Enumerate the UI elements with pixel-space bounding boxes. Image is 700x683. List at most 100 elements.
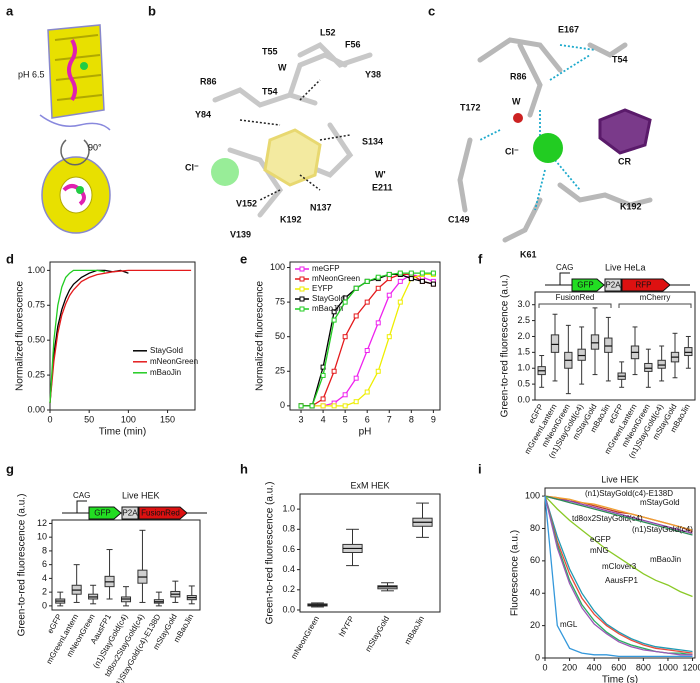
- legend-label: StayGold: [312, 294, 345, 303]
- marker: [331, 317, 337, 323]
- condition-label: Live HeLa: [605, 262, 646, 272]
- y-tick-label: 0: [280, 400, 285, 410]
- y-tick-label: 0.8: [282, 524, 295, 534]
- rotate-arrow: [60, 139, 90, 166]
- y-tick-label: 1.0: [517, 363, 530, 373]
- marker: [331, 368, 337, 374]
- y-tick-label: 3.0: [517, 299, 530, 309]
- promoter-label: CAG: [556, 263, 573, 272]
- series-label: td8ox2StayGold(c4): [572, 514, 643, 523]
- series-line: [49, 269, 106, 404]
- x-axis-label: pH: [359, 427, 372, 438]
- marker: [331, 403, 337, 409]
- series-label: mClover3: [602, 562, 637, 571]
- residue-label: V152: [236, 198, 257, 208]
- marker: [430, 281, 436, 287]
- x-tick-label: 5: [343, 414, 348, 424]
- construct-part: [88, 506, 122, 520]
- helix: [67, 38, 77, 102]
- y-axis-label: Green-to-red fluorescence (a.u.): [500, 275, 511, 418]
- marker: [353, 399, 359, 405]
- box: [644, 362, 653, 372]
- residue-label: T55: [262, 46, 278, 56]
- marker: [375, 320, 381, 326]
- residue-label: E167: [558, 24, 579, 34]
- y-tick-label: 0.50: [27, 335, 45, 345]
- x-tick-label: 50: [84, 414, 94, 424]
- residue-label: K192: [620, 201, 642, 211]
- marker: [309, 403, 315, 409]
- h-bonds: [479, 44, 596, 211]
- h-bonds: [239, 79, 351, 201]
- panel-2: f 0.0 0.5 1.0 1.5 2.0 2.5 3.0 Green-to-red fluor…: [478, 251, 696, 460]
- x-tick-label: 100: [121, 414, 136, 424]
- marker: [364, 348, 370, 354]
- y-tick-label: 0.2: [282, 584, 295, 594]
- residue-label: R86: [200, 76, 217, 86]
- y-axis-label: Green-to-red fluorescence (a.u.): [17, 494, 28, 637]
- y-tick-label: 0.25: [27, 369, 45, 379]
- series-line: [544, 495, 693, 536]
- marker: [298, 403, 304, 409]
- residue-label: W: [278, 62, 287, 72]
- group-bracket: [538, 303, 612, 308]
- series-label: (n1)StayGold(c4): [632, 525, 693, 534]
- y-tick-label: 2.5: [517, 315, 530, 325]
- series-label: mGL: [560, 620, 578, 629]
- marker: [397, 278, 403, 284]
- marker: [353, 285, 359, 291]
- panel-letter: g: [6, 461, 14, 476]
- y-tick-label: 8: [42, 545, 47, 555]
- panel-b: b: [148, 3, 373, 218]
- series-label: AausFP1: [605, 576, 638, 585]
- x-tick-label: 800: [636, 662, 651, 672]
- marker: [408, 270, 414, 276]
- y-tick-label: 0.5: [517, 378, 530, 388]
- x-tick-label: mBaoJin: [403, 615, 426, 646]
- y-tick-label: 75: [275, 296, 285, 306]
- residue-label: Y38: [365, 69, 381, 79]
- residue-label: C149: [448, 214, 470, 224]
- construct-part-label: GFP: [94, 509, 110, 518]
- marker: [386, 334, 392, 340]
- y-tick-label: 10: [37, 532, 47, 542]
- plot-frame: [289, 261, 441, 411]
- y-tick-label: 100: [525, 490, 540, 500]
- series-label: mNG: [590, 546, 609, 555]
- residue-label: K61: [520, 249, 537, 259]
- y-axis-label: Normalized fluorescence: [255, 281, 266, 391]
- series-line: [544, 495, 693, 656]
- group-label: mCherry: [640, 293, 671, 302]
- box: [550, 334, 560, 353]
- x-tick-label: 7: [387, 414, 392, 424]
- legend-marker: [299, 306, 305, 312]
- y-tick-label: 6: [42, 559, 47, 569]
- series-line: [544, 495, 693, 598]
- legend-marker: [299, 276, 305, 282]
- marker: [364, 278, 370, 284]
- strands: [54, 34, 103, 101]
- legend-label: mBaoJin: [312, 304, 343, 313]
- panel-1: e 0 25 50 75 100 Normalized fluorescence 3 4 5 6 7 8…: [240, 251, 441, 438]
- y-tick-label: 12: [37, 518, 47, 528]
- series-label: (n1)StayGold(c4)-E138D: [585, 489, 673, 498]
- residue-label: K192: [280, 214, 302, 224]
- marker: [430, 270, 436, 276]
- series-label: eGFP: [590, 535, 611, 544]
- chart-title: Live HEK: [601, 474, 639, 484]
- marker: [386, 271, 392, 277]
- plot-frame: [49, 261, 196, 411]
- barrel-lumen: [59, 176, 93, 214]
- series-line: [544, 495, 693, 654]
- y-tick-label: 25: [275, 366, 285, 376]
- marker: [320, 403, 326, 409]
- y-tick-label: 1.5: [517, 347, 530, 357]
- chart-title: ExM HEK: [350, 480, 389, 490]
- series-line: [544, 495, 693, 653]
- marker: [397, 299, 403, 305]
- y-tick-label: 0.0: [282, 604, 295, 614]
- residue-label: L52: [320, 27, 336, 37]
- x-tick-label: mNeonGreen: [289, 615, 321, 661]
- legend-marker: [299, 266, 305, 272]
